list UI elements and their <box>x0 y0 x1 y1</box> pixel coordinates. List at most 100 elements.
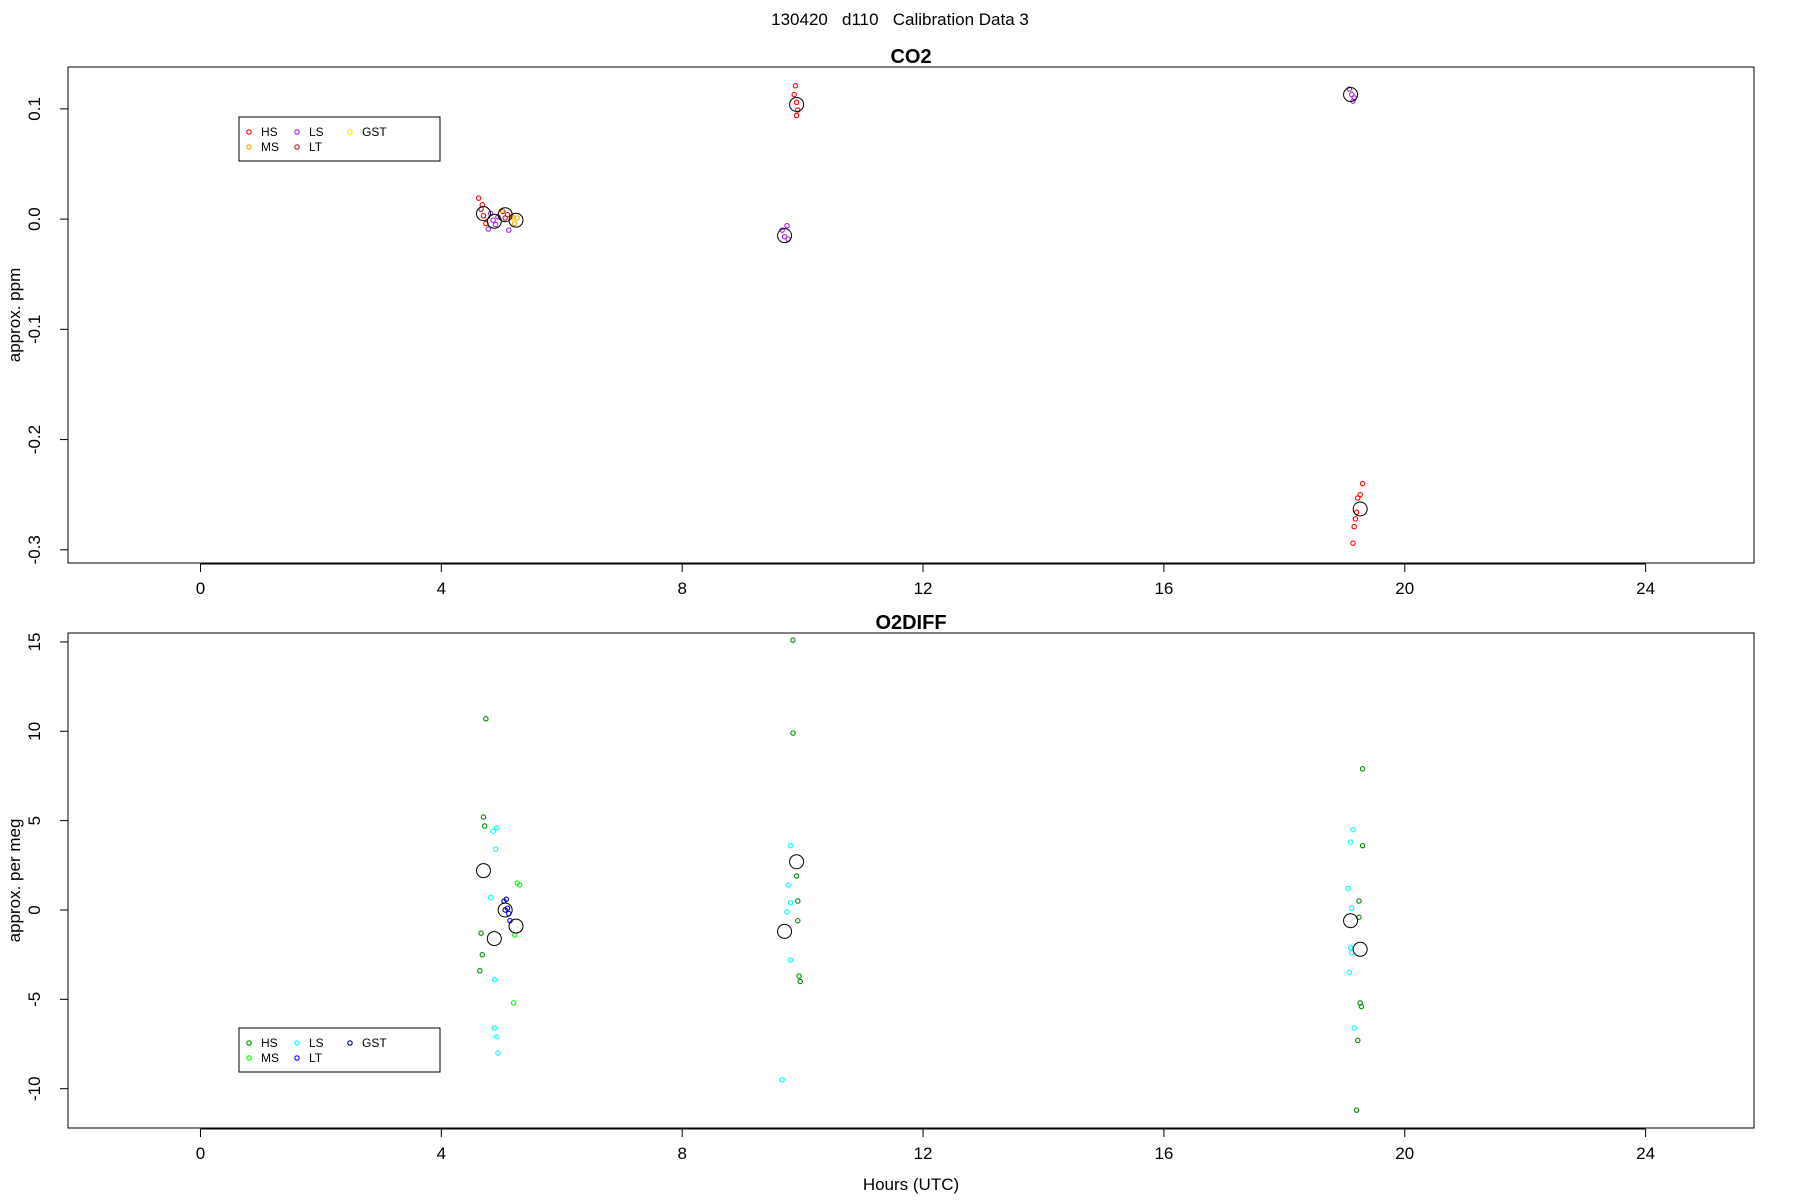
x-tick-label: 16 <box>1154 579 1173 598</box>
chart-title: CO2 <box>890 46 931 68</box>
data-point-hs <box>1352 516 1359 522</box>
data-point-ls <box>490 828 496 835</box>
data-point-ls <box>495 1050 501 1056</box>
mean-marker <box>1343 87 1359 103</box>
x-tick-label: 20 <box>1395 1144 1414 1163</box>
x-axis-label: Hours (UTC) <box>863 1175 959 1194</box>
x-tick-label: 0 <box>196 579 205 598</box>
data-point-hs <box>1356 898 1362 904</box>
data-point-ls <box>1347 839 1354 845</box>
chart-title: O2DIFF <box>875 612 946 634</box>
x-tick-label: 12 <box>914 579 933 598</box>
data-point-ms <box>512 220 518 227</box>
mean-marker <box>789 854 805 870</box>
y-tick-label: -0.2 <box>25 425 44 454</box>
data-point-hs <box>791 91 797 98</box>
data-point-ls <box>485 226 492 232</box>
x-tick-label: 12 <box>914 1144 933 1163</box>
x-tick-label: 24 <box>1636 1144 1655 1163</box>
data-point-ms <box>516 882 523 888</box>
y-tick-label: -10 <box>25 1076 44 1101</box>
data-point-ls <box>1351 1025 1357 1031</box>
data-point-ls <box>491 1025 498 1031</box>
legend-marker-ls <box>294 129 300 135</box>
legend-label-lt: LT <box>309 1051 323 1065</box>
data-point-ls <box>492 221 499 228</box>
legend-marker-lt <box>294 1055 300 1061</box>
mean-marker <box>1352 941 1368 957</box>
y-tick-label: 15 <box>25 632 44 651</box>
data-point-hs <box>481 823 488 829</box>
chart-panel-0: CO2 0 4 8 12 16 20 24 -0.3 -0.2 -0.1 0.0 0.1 approx. … <box>5 46 1755 598</box>
data-point-ls <box>784 909 790 915</box>
legend-label-lt: LT <box>309 140 323 154</box>
data-point-hs <box>478 930 484 936</box>
mean-marker <box>475 206 491 222</box>
data-point-hs <box>792 82 799 89</box>
y-tick-label: 0 <box>25 905 44 914</box>
data-point-ls <box>1350 826 1356 833</box>
data-point-ls <box>491 976 498 983</box>
data-point-hs <box>475 195 482 201</box>
data-point-ls <box>785 882 791 888</box>
mean-marker <box>1343 913 1359 929</box>
figure-title: 130420 d110 Calibration Data 3 <box>771 10 1029 29</box>
legend-marker-ms <box>246 1055 252 1061</box>
data-point-ls <box>787 957 794 963</box>
mean-marker <box>508 918 524 934</box>
legend-label-gst: GST <box>362 125 387 139</box>
data-point-ls <box>787 842 794 849</box>
x-tick-label: 8 <box>677 579 686 598</box>
y-tick-label: -0.3 <box>25 535 44 564</box>
data-point-hs <box>1350 540 1356 546</box>
x-tick-label: 20 <box>1395 579 1414 598</box>
mean-marker <box>789 96 805 112</box>
data-point-hs <box>795 917 801 924</box>
chart-panel-1: O2DIFF 0 4 8 12 16 20 24 -10 -5 0 5 10 15 approx. per … <box>5 612 1755 1194</box>
data-point-hs <box>1359 766 1366 772</box>
data-point-hs <box>793 873 800 879</box>
data-point-hs <box>790 637 796 643</box>
data-point-hs <box>480 814 487 820</box>
legend-box <box>238 1027 441 1073</box>
legend-label-hs: HS <box>261 125 278 139</box>
data-point-hs <box>1351 523 1357 530</box>
y-tick-label: -5 <box>25 992 44 1007</box>
data-point-hs <box>483 716 489 722</box>
x-tick-label: 16 <box>1154 1144 1173 1163</box>
data-point-ls <box>1345 885 1351 892</box>
legend-label-ls: LS <box>309 1036 324 1050</box>
data-point-ls <box>1346 969 1353 976</box>
mean-marker <box>777 228 793 244</box>
data-point-hs <box>793 99 800 106</box>
mean-marker <box>486 931 502 947</box>
data-point-ls <box>493 825 500 831</box>
data-point-hs <box>795 898 801 904</box>
data-point-ls <box>1346 86 1353 92</box>
mean-marker <box>497 902 513 918</box>
legend-marker-ms <box>246 144 252 150</box>
data-point-ls <box>787 900 794 906</box>
mean-marker <box>508 212 524 228</box>
legend-label-gst: GST <box>362 1036 387 1050</box>
data-point-ls <box>779 1077 785 1083</box>
data-point-ls <box>490 217 496 223</box>
data-point-lt <box>499 208 506 215</box>
data-point-hs <box>797 978 803 985</box>
data-point-hs <box>1358 1003 1365 1010</box>
x-tick-label: 8 <box>677 1144 686 1163</box>
data-point-hs <box>480 213 487 219</box>
legend-marker-ls <box>294 1040 300 1046</box>
legend-marker-hs <box>246 129 252 135</box>
data-point-hs <box>1355 495 1361 501</box>
x-tick-label: 4 <box>437 579 446 598</box>
legend-box <box>238 116 441 162</box>
y-tick-label: 10 <box>25 722 44 741</box>
data-point-hs <box>1359 842 1366 849</box>
data-point-gst <box>502 907 508 913</box>
data-point-ls <box>493 1034 500 1040</box>
